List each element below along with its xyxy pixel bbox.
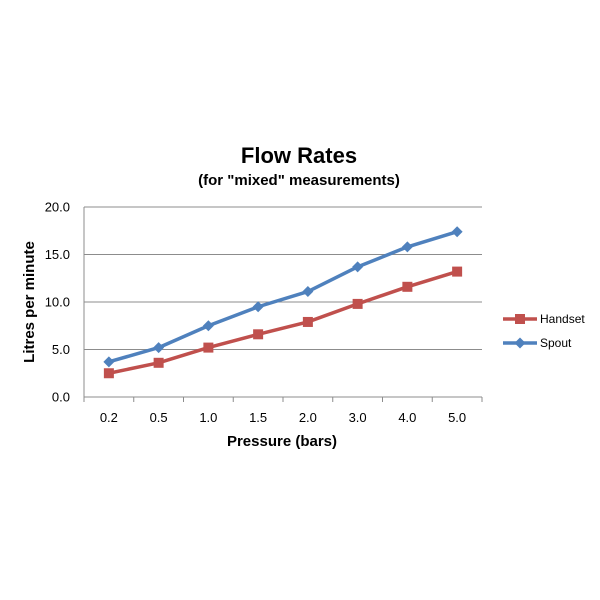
spout-point [153,342,165,354]
y-tick-label: 5.0 [52,342,70,357]
spout-point [252,301,264,313]
x-tick-label: 3.0 [349,410,367,425]
x-tick-label: 1.5 [249,410,267,425]
x-tick-label: 4.0 [398,410,416,425]
handset-line [107,269,459,375]
handset-point [203,342,214,353]
x-axis-title: Pressure (bars) [227,433,337,450]
legend-label: Handset [540,312,585,326]
chart-subtitle: (for "mixed" measurements) [198,172,400,189]
y-tick-label: 10.0 [45,295,70,310]
x-tick-label: 2.0 [299,410,317,425]
legend-swatch-marker [514,337,526,349]
handset-point [452,266,463,277]
spout-point [202,320,214,332]
legend-item-spout: Spout [503,336,572,350]
chart-title: Flow Rates [241,143,357,168]
x-axis-ticks: 0.2 0.5 1.0 1.5 2.0 3.0 4.0 5.0 [83,397,483,425]
handset-point [153,357,164,368]
spout-point [401,241,413,253]
legend-label: Spout [540,336,572,350]
y-axis-title: Litres per minute [21,241,38,363]
y-axis-ticks: 0.0 5.0 10.0 15.0 20.0 [45,200,70,405]
x-tick-label: 5.0 [448,410,466,425]
x-tick-label: 0.2 [100,410,118,425]
series-spout [103,226,463,368]
series-group [103,226,463,379]
series-handset [103,266,463,379]
y-tick-label: 15.0 [45,247,70,262]
y-tick-label: 0.0 [52,390,70,405]
spout-point [352,261,364,273]
handset-point [352,298,363,309]
spout-line [107,229,459,364]
handset-point [402,281,413,292]
spout-point [103,356,115,368]
spout-point [302,286,314,298]
legend-item-handset: Handset [503,312,585,326]
x-tick-label: 0.5 [150,410,168,425]
handset-point [253,329,264,340]
gridlines [83,206,482,398]
handset-point [302,316,313,327]
handset-point [103,368,114,379]
spout-point [451,226,463,238]
y-tick-label: 20.0 [45,200,70,215]
legend-swatch-marker [515,314,525,324]
legend: Handset Spout [503,312,585,350]
x-tick-label: 1.0 [199,410,217,425]
